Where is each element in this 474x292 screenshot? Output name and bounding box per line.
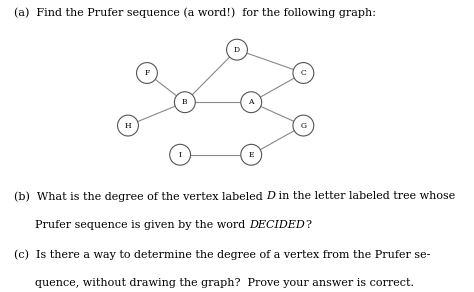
Text: A: A: [248, 98, 254, 106]
Text: (b)  What is the degree of the vertex labeled: (b) What is the degree of the vertex lab…: [14, 191, 266, 202]
Text: F: F: [144, 69, 150, 77]
Ellipse shape: [170, 144, 191, 165]
Text: D: D: [234, 46, 240, 54]
Ellipse shape: [174, 92, 195, 113]
Text: G: G: [301, 121, 306, 130]
Text: H: H: [125, 121, 131, 130]
Ellipse shape: [137, 62, 157, 84]
Text: in the letter labeled tree whose: in the letter labeled tree whose: [275, 191, 456, 201]
Ellipse shape: [293, 115, 314, 136]
Text: D: D: [266, 191, 275, 201]
Text: B: B: [182, 98, 188, 106]
Text: ?: ?: [305, 220, 311, 230]
Ellipse shape: [293, 62, 314, 84]
Text: DECIDED: DECIDED: [249, 220, 305, 230]
Text: I: I: [179, 151, 182, 159]
Ellipse shape: [118, 115, 138, 136]
Text: (c)  Is there a way to determine the degree of a vertex from the Prufer se-: (c) Is there a way to determine the degr…: [14, 250, 430, 260]
Ellipse shape: [227, 39, 247, 60]
Text: quence, without drawing the graph?  Prove your answer is correct.: quence, without drawing the graph? Prove…: [14, 278, 414, 288]
Text: C: C: [301, 69, 306, 77]
Text: Prufer sequence is given by the word: Prufer sequence is given by the word: [14, 220, 249, 230]
Text: E: E: [248, 151, 254, 159]
Ellipse shape: [241, 144, 262, 165]
Text: (a)  Find the Prufer sequence (a word!)  for the following graph:: (a) Find the Prufer sequence (a word!) f…: [14, 7, 376, 18]
Ellipse shape: [241, 92, 262, 113]
